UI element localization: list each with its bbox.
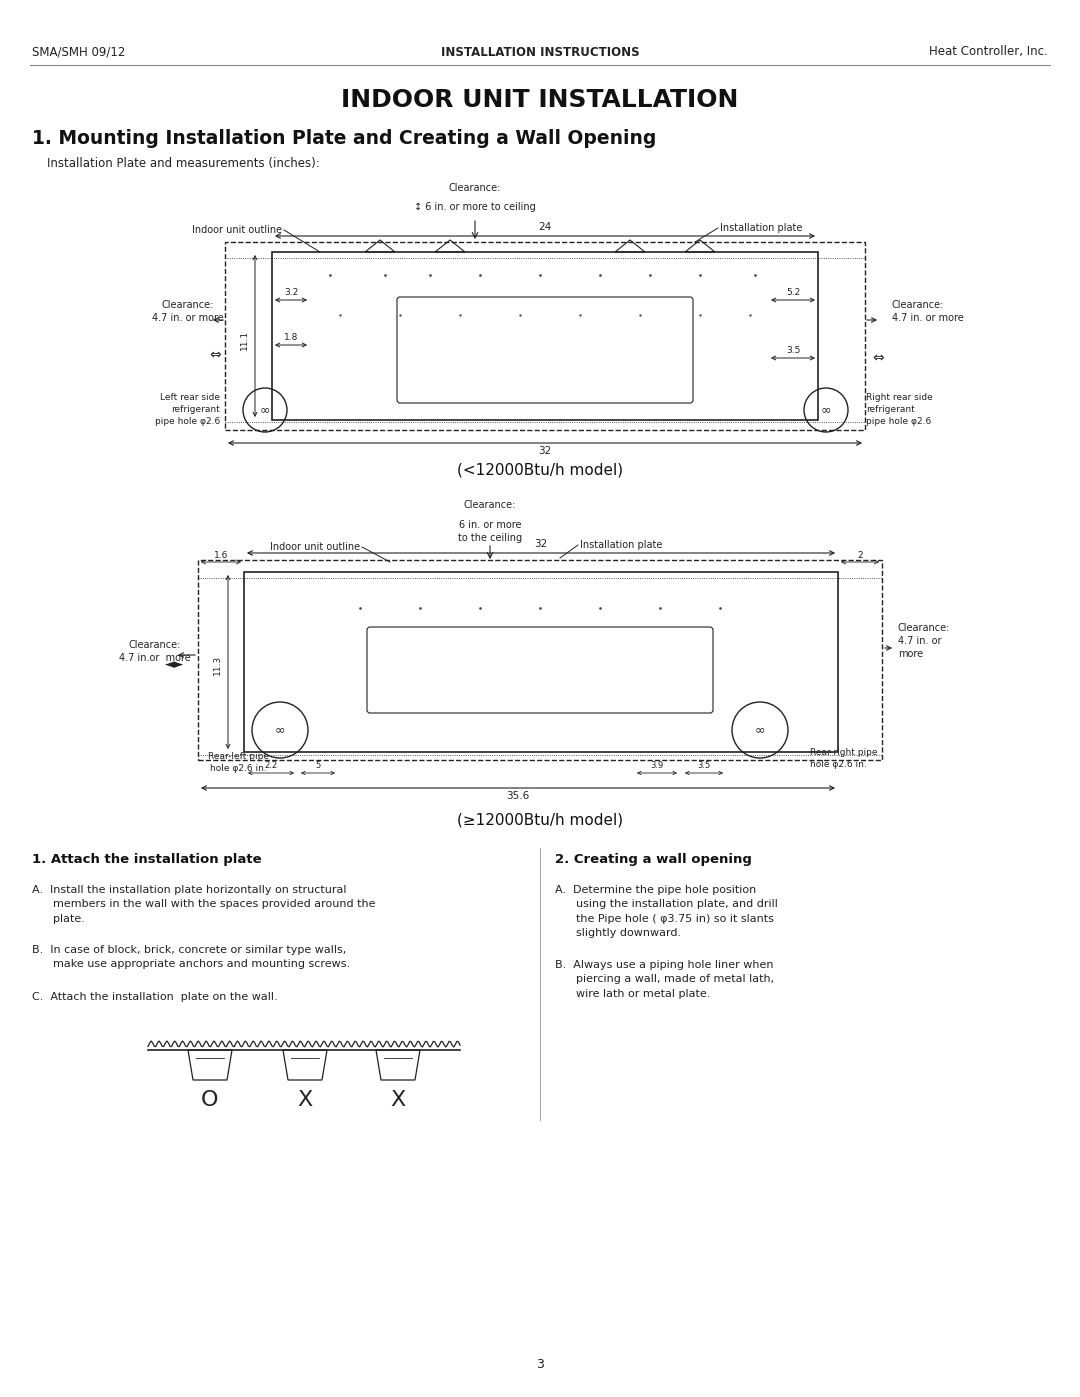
Text: 35.6: 35.6: [507, 791, 529, 800]
Text: O: O: [201, 1090, 219, 1111]
Text: Clearance:: Clearance:: [463, 500, 516, 510]
Text: INDOOR UNIT INSTALLATION: INDOOR UNIT INSTALLATION: [341, 88, 739, 112]
Text: Rear-left pipe
hole φ2.6 in.: Rear-left pipe hole φ2.6 in.: [207, 752, 269, 773]
Text: 32: 32: [535, 539, 548, 549]
Text: 4.7 in. or: 4.7 in. or: [897, 636, 942, 645]
Text: A.  Determine the pipe hole position
      using the installation plate, and dri: A. Determine the pipe hole position usin…: [555, 886, 778, 939]
Text: Left rear side
refrigerant
pipe hole φ2.6: Left rear side refrigerant pipe hole φ2.…: [154, 393, 220, 426]
Text: 6 in. or more: 6 in. or more: [459, 520, 522, 529]
Text: Indoor unit outline: Indoor unit outline: [192, 225, 282, 235]
Text: Clearance:: Clearance:: [897, 623, 950, 633]
Text: C.  Attach the installation  plate on the wall.: C. Attach the installation plate on the …: [32, 992, 278, 1002]
Text: Right rear side
refrigerant
pipe hole φ2.6: Right rear side refrigerant pipe hole φ2…: [866, 393, 933, 426]
Text: 2: 2: [858, 550, 863, 560]
Text: B.  Always use a piping hole liner when
      piercing a wall, made of metal lat: B. Always use a piping hole liner when p…: [555, 960, 774, 999]
Text: 11.1: 11.1: [240, 330, 249, 351]
Text: to the ceiling: to the ceiling: [458, 534, 522, 543]
Text: B.  In case of block, brick, concrete or similar type walls,
      make use appr: B. In case of block, brick, concrete or …: [32, 944, 350, 970]
Text: Clearance:: Clearance:: [892, 300, 944, 310]
Text: 1.8: 1.8: [284, 332, 298, 342]
Bar: [244, 571, 838, 752]
Text: 2.2: 2.2: [265, 761, 278, 770]
Text: ∞: ∞: [274, 724, 285, 736]
Bar: [272, 251, 818, 420]
Text: more: more: [897, 650, 923, 659]
Text: A.  Install the installation plate horizontally on structural
      members in t: A. Install the installation plate horizo…: [32, 886, 376, 923]
Text: Clearance:: Clearance:: [449, 183, 501, 193]
Text: X: X: [297, 1090, 312, 1111]
Text: Clearance:: Clearance:: [162, 300, 214, 310]
Text: Installation plate: Installation plate: [720, 224, 802, 233]
Text: 24: 24: [538, 222, 552, 232]
Text: 3.2: 3.2: [284, 288, 298, 298]
Text: Rear-right pipe
hole φ2.6 in.: Rear-right pipe hole φ2.6 in.: [810, 747, 877, 768]
Text: Clearance:: Clearance:: [129, 640, 181, 650]
Text: ∞: ∞: [821, 404, 832, 416]
Text: (<12000Btu/h model): (<12000Btu/h model): [457, 462, 623, 478]
Text: SMA/SMH 09/12: SMA/SMH 09/12: [32, 46, 125, 59]
Text: 11.3: 11.3: [213, 655, 222, 675]
Text: 3.9: 3.9: [650, 761, 663, 770]
Text: ∞: ∞: [260, 404, 270, 416]
Text: INSTALLATION INSTRUCTIONS: INSTALLATION INSTRUCTIONS: [441, 46, 639, 59]
Text: ∞: ∞: [755, 724, 766, 736]
Text: (≥12000Btu/h model): (≥12000Btu/h model): [457, 813, 623, 827]
Text: X: X: [390, 1090, 406, 1111]
Text: Heat Controller, Inc.: Heat Controller, Inc.: [929, 46, 1048, 59]
Text: ↕ 6 in. or more to ceiling: ↕ 6 in. or more to ceiling: [414, 203, 536, 212]
Text: 1.6: 1.6: [214, 550, 228, 560]
Bar: [225, 242, 865, 430]
Text: ⇔: ⇔: [210, 348, 220, 362]
Text: 1. Attach the installation plate: 1. Attach the installation plate: [32, 854, 261, 866]
Text: 3.5: 3.5: [786, 346, 800, 355]
Text: 1. Mounting Installation Plate and Creating a Wall Opening: 1. Mounting Installation Plate and Creat…: [32, 129, 657, 148]
Text: 4.7 in. or more: 4.7 in. or more: [892, 313, 963, 323]
Bar: [198, 560, 882, 760]
Text: 3.5: 3.5: [698, 761, 711, 770]
Text: 5.2: 5.2: [786, 288, 800, 298]
Text: 2. Creating a wall opening: 2. Creating a wall opening: [555, 854, 752, 866]
Text: 5: 5: [315, 761, 321, 770]
Text: Indoor unit outline: Indoor unit outline: [270, 542, 360, 552]
Text: 4.7 in. or more: 4.7 in. or more: [152, 313, 224, 323]
Text: ◄►: ◄►: [165, 658, 185, 672]
Text: 3: 3: [536, 1358, 544, 1372]
Text: ⇔: ⇔: [873, 351, 883, 365]
Text: 4.7 in.or  more: 4.7 in.or more: [119, 652, 191, 664]
Text: 32: 32: [538, 446, 552, 455]
Text: Installation Plate and measurements (inches):: Installation Plate and measurements (inc…: [32, 156, 320, 169]
Text: Installation plate: Installation plate: [580, 541, 662, 550]
